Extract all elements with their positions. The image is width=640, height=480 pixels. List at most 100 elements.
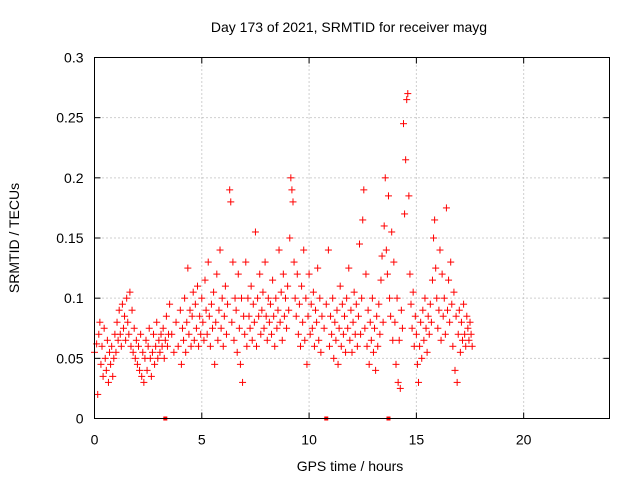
data-point	[224, 300, 232, 308]
data-point	[419, 306, 427, 314]
data-point	[290, 258, 298, 266]
data-point	[327, 312, 335, 320]
data-point	[102, 366, 110, 374]
data-point	[219, 342, 227, 350]
data-point	[409, 288, 417, 296]
data-point	[434, 324, 442, 332]
data-point	[145, 324, 153, 332]
data-point	[191, 300, 199, 308]
data-point	[456, 348, 464, 356]
data-point	[157, 330, 165, 338]
data-point	[454, 330, 462, 338]
axis-ticks: 0 0.05 0.1 0.15 0.2 0.25 0.3 0 5 10 15 20	[56, 50, 610, 448]
data-point	[98, 342, 106, 350]
data-point	[168, 330, 176, 338]
data-point	[288, 186, 296, 194]
data-point	[336, 282, 344, 290]
data-point	[427, 318, 435, 326]
data-point	[384, 192, 392, 200]
data-point	[433, 294, 441, 302]
y-tick-label: 0.25	[56, 110, 83, 126]
data-point	[213, 270, 221, 278]
data-point	[235, 324, 243, 332]
data-point	[426, 300, 434, 308]
data-point	[417, 318, 425, 326]
data-point	[299, 318, 307, 326]
data-point	[228, 318, 236, 326]
data-point	[203, 330, 211, 338]
data-point	[343, 294, 351, 302]
data-point	[283, 324, 291, 332]
data-point	[396, 384, 404, 392]
data-point	[182, 348, 190, 356]
data-point	[425, 330, 433, 338]
x-tick-label: 0	[91, 432, 99, 448]
data-point	[260, 324, 268, 332]
data-point	[244, 294, 252, 302]
data-point	[161, 336, 169, 344]
data-point	[188, 312, 196, 320]
data-point	[274, 306, 282, 314]
data-point	[272, 294, 280, 302]
data-point	[352, 300, 360, 308]
data-point	[107, 360, 115, 368]
data-point	[258, 306, 266, 314]
data-point	[246, 324, 254, 332]
data-point	[151, 360, 159, 368]
data-point	[303, 360, 311, 368]
data-point	[446, 318, 454, 326]
data-point	[153, 318, 161, 326]
data-point	[127, 342, 135, 350]
data-point	[200, 336, 208, 344]
data-point	[222, 330, 230, 338]
data-point	[328, 330, 336, 338]
data-point	[140, 378, 148, 386]
data-point	[339, 330, 347, 338]
data-point	[160, 354, 168, 362]
data-point	[289, 198, 297, 206]
data-point	[412, 330, 420, 338]
data-point	[357, 330, 365, 338]
data-point	[156, 348, 164, 356]
grid-lines	[94, 57, 610, 419]
data-point	[317, 348, 325, 356]
data-point	[438, 270, 446, 278]
data-point	[123, 294, 131, 302]
data-point	[371, 324, 379, 332]
data-point	[201, 276, 209, 284]
data-point	[128, 306, 136, 314]
data-point	[190, 336, 198, 344]
data-point	[407, 300, 415, 308]
data-point	[192, 324, 200, 332]
data-point	[95, 330, 103, 338]
data-point	[342, 348, 350, 356]
data-point	[189, 288, 197, 296]
data-point	[346, 336, 354, 344]
data-point	[229, 258, 237, 266]
data-point	[442, 204, 450, 212]
data-point	[460, 300, 468, 308]
data-point	[159, 324, 167, 332]
data-point	[466, 318, 474, 326]
data-point	[242, 258, 250, 266]
data-point	[292, 312, 300, 320]
data-point	[381, 174, 389, 182]
data-point	[372, 366, 380, 374]
data-point	[431, 216, 439, 224]
data-point	[295, 300, 303, 308]
data-point	[325, 342, 333, 350]
data-point	[391, 318, 399, 326]
data-point	[130, 324, 138, 332]
data-point	[379, 318, 387, 326]
y-tick-label: 0.3	[64, 50, 84, 66]
data-point	[134, 342, 142, 350]
data-point	[439, 312, 447, 320]
data-point	[349, 318, 357, 326]
data-point	[199, 318, 207, 326]
data-point	[170, 348, 178, 356]
data-point	[247, 282, 255, 290]
data-point	[367, 336, 375, 344]
data-point	[318, 312, 326, 320]
data-point	[406, 270, 414, 278]
